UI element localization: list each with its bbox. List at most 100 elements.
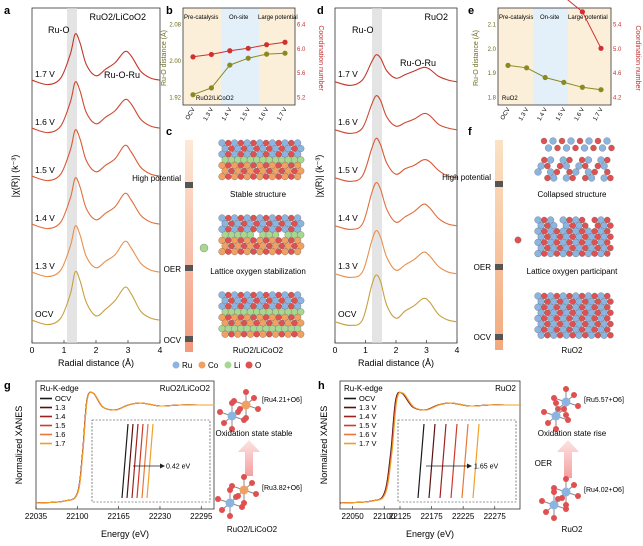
atom-o — [553, 326, 561, 333]
xtick-label-h: 22175 — [420, 512, 443, 521]
atom-o — [540, 137, 548, 145]
xticks-d: 0 1 2 3 4 — [333, 340, 460, 355]
atom-o — [250, 173, 257, 180]
atom-o — [253, 491, 259, 497]
panel-d: d RuO2 Ru-O Ru-O-Ru OCV 1.3 V 1.4 V 1.5 V 1.… — [314, 5, 460, 368]
label-top-g: [Ru4.21+O6] — [262, 397, 302, 404]
series-point-e-0-5 — [598, 87, 604, 93]
curves-d — [334, 54, 458, 326]
inset-h — [397, 419, 517, 503]
atom-o — [545, 420, 551, 426]
atom-center — [551, 411, 561, 421]
atom-o — [566, 239, 573, 246]
atom-ru — [547, 168, 555, 176]
ytick-label-e: 2.0 — [488, 47, 497, 53]
curve-labels-a: OCV 1.3 V 1.4 V 1.5 V 1.6 V 1.7 V — [35, 69, 55, 319]
atom-li — [271, 231, 280, 239]
exafs-curve-a-0 — [31, 270, 161, 326]
y2tick-label-b: 5.6 — [297, 71, 306, 77]
atom-o — [582, 222, 589, 229]
atom-o — [266, 331, 273, 338]
atom-o — [266, 220, 273, 227]
annotation-ru-o-d: Ru-O — [352, 25, 374, 35]
atom-ru — [585, 137, 593, 145]
atom-o — [604, 304, 611, 311]
atom-o — [544, 309, 551, 316]
atom-o — [566, 228, 573, 235]
atom-o — [544, 233, 551, 240]
atom-o — [288, 226, 295, 233]
atom-ru — [600, 162, 608, 170]
legend-label-h-3: 1.5 V — [359, 421, 377, 430]
xticks-a: 0 1 2 3 4 — [30, 340, 163, 355]
atom-co — [246, 330, 254, 338]
atom-o — [240, 242, 248, 250]
xtick-label-a: 1 — [62, 345, 67, 355]
footer-g: RuO2/LiCoO2 — [227, 525, 278, 534]
atom-o — [556, 320, 564, 328]
structure-label-stable: Stable structure — [230, 190, 287, 199]
lattice-stable-structure — [218, 139, 305, 181]
atom-li — [297, 308, 305, 316]
atom-o — [566, 326, 573, 333]
plot-frame-e — [497, 7, 612, 106]
atom-ru — [597, 156, 605, 164]
atom-o — [275, 303, 282, 310]
exafs-curve-a-4 — [31, 81, 161, 134]
structure-label-ruo2: RuO2 — [562, 346, 583, 355]
atom-o — [591, 216, 598, 224]
atom-ru — [534, 168, 542, 176]
atom-ru — [294, 214, 302, 222]
atom-o — [253, 242, 260, 250]
atom-o — [566, 250, 573, 257]
atom-o — [553, 426, 559, 432]
xtick-label-h: 22275 — [484, 512, 507, 521]
series-point-e-0-0 — [505, 62, 511, 68]
atom-o — [544, 162, 551, 170]
panel-label-h: h — [318, 380, 325, 392]
panel-c: c High potential OER OCV Stable structur… — [132, 126, 306, 370]
atom-o — [266, 167, 273, 175]
region-label-pre-b: Pre-catalysis — [184, 15, 218, 21]
title-g: RuO2/LiCoO2 — [160, 384, 211, 393]
atom-co — [294, 161, 302, 169]
atom-o — [228, 167, 235, 175]
atom-o — [544, 244, 551, 252]
legend-li-label: Li — [234, 361, 240, 370]
atom-o — [225, 139, 232, 147]
atom-ru — [562, 331, 570, 339]
atom-ru — [549, 137, 557, 145]
xtick-label-b: 1.6 V — [258, 107, 270, 122]
atom-o — [590, 144, 597, 152]
legend-label-g-0: OCV — [55, 394, 71, 403]
atom-o — [275, 151, 282, 158]
xtick-label-g: 22100 — [66, 512, 89, 521]
atom-o — [582, 233, 589, 240]
atom-o — [543, 509, 549, 515]
exafs-curve-d-0 — [334, 274, 458, 326]
exafs-curve-a-3 — [31, 129, 161, 182]
atom-o — [556, 244, 564, 252]
octahedron-top-h — [541, 386, 581, 432]
atom-ru — [294, 225, 302, 233]
xtick-label-e: 1.3 V — [518, 107, 530, 122]
xtick-label-a: 0 — [30, 345, 35, 355]
atom-o — [288, 214, 295, 222]
atom-ru — [587, 174, 596, 182]
atom-o — [237, 237, 245, 244]
axis-label-high-f: High potential — [442, 173, 491, 182]
atom-o — [240, 319, 248, 327]
inset-line-g-1 — [126, 423, 134, 499]
region-pre-b — [183, 8, 221, 105]
legend-co-label: Co — [208, 361, 219, 370]
atom-o — [558, 137, 566, 145]
atom-o — [237, 226, 245, 233]
marker-ocv-f — [495, 334, 503, 340]
atom-o — [217, 409, 223, 415]
atom-o — [582, 298, 589, 305]
lattice-ruo2 — [534, 292, 614, 339]
atom-o — [253, 167, 260, 175]
legend-ru-label: Ru — [182, 361, 192, 370]
series-point-b-1-0 — [190, 54, 196, 60]
atom-o — [541, 304, 548, 311]
